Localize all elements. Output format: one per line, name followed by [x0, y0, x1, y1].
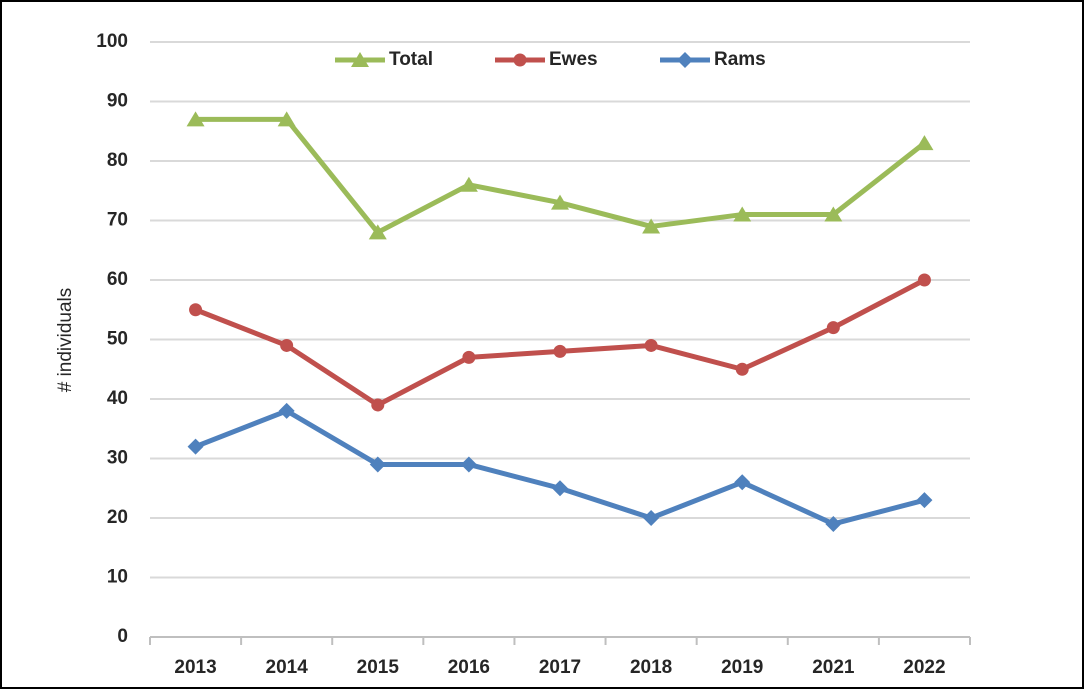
data-point [551, 194, 569, 210]
x-tick-label: 2021 [812, 657, 855, 678]
data-point [280, 338, 294, 352]
x-tick-label: 2015 [357, 657, 400, 678]
y-tick-label: 10 [107, 567, 128, 588]
data-point [734, 474, 751, 491]
legend-label: Total [389, 49, 433, 70]
data-point [826, 321, 840, 335]
legend-marker [677, 52, 693, 68]
y-tick-label: 100 [96, 31, 128, 52]
y-tick-label: 0 [117, 626, 128, 647]
data-point [277, 111, 296, 127]
x-tick-label: 2013 [174, 657, 216, 678]
y-tick-label: 50 [107, 329, 128, 350]
data-point [371, 398, 385, 412]
y-axis-label: # individuals [55, 288, 76, 393]
data-point [187, 438, 204, 455]
legend-marker [351, 52, 369, 67]
x-tick-label: 2022 [903, 657, 945, 678]
data-point [642, 218, 661, 234]
data-point [552, 480, 568, 497]
x-tick-label: 2017 [539, 657, 581, 678]
data-point [553, 344, 567, 358]
y-tick-label: 20 [107, 507, 128, 528]
data-point [735, 362, 749, 376]
data-point [644, 338, 658, 352]
x-tick-label: 2016 [448, 657, 490, 678]
data-point [462, 350, 476, 364]
data-point [825, 515, 842, 532]
data-point [189, 303, 203, 317]
y-tick-label: 80 [107, 150, 128, 171]
data-point [916, 492, 933, 509]
legend-label: Rams [714, 49, 766, 70]
legend-marker [513, 53, 527, 67]
y-tick-label: 70 [107, 210, 128, 231]
data-point [643, 510, 660, 526]
x-tick-label: 2018 [630, 657, 672, 678]
data-point [733, 206, 752, 222]
data-point [369, 456, 386, 473]
legend-label: Ewes [549, 49, 598, 70]
x-tick-label: 2019 [721, 657, 763, 678]
data-point [915, 135, 934, 151]
y-tick-label: 60 [107, 269, 128, 290]
y-tick-label: 30 [107, 448, 128, 469]
data-point [459, 176, 478, 192]
data-point [186, 111, 205, 127]
data-point [824, 206, 843, 222]
y-tick-label: 40 [107, 388, 128, 409]
data-point [460, 456, 477, 473]
y-tick-label: 90 [107, 91, 128, 112]
data-point [917, 273, 931, 287]
data-point [368, 224, 387, 240]
data-point [278, 402, 295, 419]
x-tick-label: 2014 [266, 657, 309, 678]
